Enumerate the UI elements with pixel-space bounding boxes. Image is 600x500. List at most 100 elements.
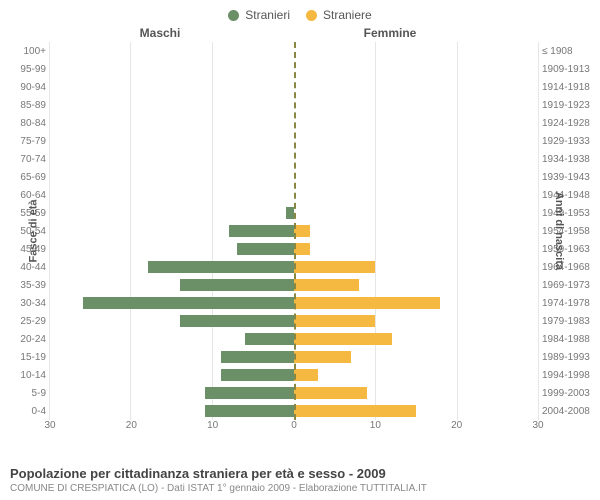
x-tick: 30 xyxy=(532,420,543,431)
birthyear-label: 2004-2008 xyxy=(538,402,600,420)
chart-title: Popolazione per cittadinanza straniera p… xyxy=(10,466,590,481)
bar-row-male xyxy=(50,240,294,258)
birthyear-label: 1929-1933 xyxy=(538,132,600,150)
bar-male xyxy=(180,315,294,328)
age-label: 85-89 xyxy=(0,96,50,114)
bar-row-female xyxy=(294,348,538,366)
age-label: 30-34 xyxy=(0,294,50,312)
bar-female xyxy=(294,351,351,364)
chart-container: Stranieri Straniere Maschi Femmine Fasce… xyxy=(0,0,600,500)
x-tick: 10 xyxy=(370,420,381,431)
bar-male xyxy=(205,405,294,418)
bar-row-female xyxy=(294,204,538,222)
bar-row-female xyxy=(294,150,538,168)
bar-row-male xyxy=(50,222,294,240)
bar-row-female xyxy=(294,366,538,384)
bar-female xyxy=(294,387,367,400)
bar-row-female xyxy=(294,132,538,150)
bar-female xyxy=(294,225,310,238)
column-titles: Maschi Femmine xyxy=(0,26,600,40)
age-label: 70-74 xyxy=(0,150,50,168)
age-label: 0-4 xyxy=(0,402,50,420)
bar-female xyxy=(294,405,416,418)
bar-row-female xyxy=(294,402,538,420)
birthyear-label: 1979-1983 xyxy=(538,312,600,330)
birthyear-label: 1984-1988 xyxy=(538,330,600,348)
age-label: 45-49 xyxy=(0,240,50,258)
plot xyxy=(50,42,538,420)
bar-male xyxy=(83,297,294,310)
birthyear-label: 1989-1993 xyxy=(538,348,600,366)
bar-male xyxy=(180,279,294,292)
footer: Popolazione per cittadinanza straniera p… xyxy=(10,466,590,494)
bar-female xyxy=(294,369,318,382)
bar-row-male xyxy=(50,312,294,330)
birthyear-label: 1959-1963 xyxy=(538,240,600,258)
birthyear-label: ≤ 1908 xyxy=(538,42,600,60)
bar-male xyxy=(286,207,294,220)
age-label: 50-54 xyxy=(0,222,50,240)
x-tick: 20 xyxy=(126,420,137,431)
x-tick: 0 xyxy=(291,420,297,431)
legend-label-female: Straniere xyxy=(323,8,372,22)
age-label: 100+ xyxy=(0,42,50,60)
age-label: 5-9 xyxy=(0,384,50,402)
bar-male xyxy=(245,333,294,346)
bar-row-male xyxy=(50,186,294,204)
birthyear-label: 1954-1958 xyxy=(538,222,600,240)
bar-row-male xyxy=(50,402,294,420)
bar-male xyxy=(237,243,294,256)
legend-label-male: Stranieri xyxy=(245,8,290,22)
x-tick: 10 xyxy=(207,420,218,431)
bar-male xyxy=(148,261,294,274)
bar-row-female xyxy=(294,168,538,186)
birthyear-label: 1974-1978 xyxy=(538,294,600,312)
bar-row-male xyxy=(50,132,294,150)
bar-row-female xyxy=(294,294,538,312)
birthyear-label: 1944-1948 xyxy=(538,186,600,204)
bar-row-female xyxy=(294,114,538,132)
age-label: 40-44 xyxy=(0,258,50,276)
bar-female xyxy=(294,333,392,346)
x-tick: 20 xyxy=(451,420,462,431)
bar-row-male xyxy=(50,258,294,276)
birthyear-label: 1964-1968 xyxy=(538,258,600,276)
age-label: 15-19 xyxy=(0,348,50,366)
birthyear-label: 1909-1913 xyxy=(538,60,600,78)
age-label: 90-94 xyxy=(0,78,50,96)
y-labels-birthyear: ≤ 19081909-19131914-19181919-19231924-19… xyxy=(538,42,600,420)
bar-row-female xyxy=(294,276,538,294)
age-label: 35-39 xyxy=(0,276,50,294)
bar-row-male xyxy=(50,150,294,168)
chart-subtitle: COMUNE DI CRESPIATICA (LO) - Dati ISTAT … xyxy=(10,483,590,494)
bar-row-female xyxy=(294,78,538,96)
birthyear-label: 1914-1918 xyxy=(538,78,600,96)
bar-female xyxy=(294,297,440,310)
age-label: 60-64 xyxy=(0,186,50,204)
bar-row-female xyxy=(294,258,538,276)
bar-row-female xyxy=(294,240,538,258)
plot-half-female xyxy=(294,42,538,420)
legend-swatch-male xyxy=(228,10,239,21)
bar-row-male xyxy=(50,204,294,222)
x-axis: 3020100102030 xyxy=(50,420,538,436)
birthyear-label: 1994-1998 xyxy=(538,366,600,384)
bar-row-female xyxy=(294,186,538,204)
age-label: 20-24 xyxy=(0,330,50,348)
birthyear-label: 1969-1973 xyxy=(538,276,600,294)
birthyear-label: 1934-1938 xyxy=(538,150,600,168)
bar-male xyxy=(229,225,294,238)
gridline xyxy=(538,42,539,420)
bar-row-male xyxy=(50,78,294,96)
legend-item-male: Stranieri xyxy=(228,8,290,22)
bar-male xyxy=(221,369,294,382)
age-label: 10-14 xyxy=(0,366,50,384)
bar-female xyxy=(294,279,359,292)
chart-area: Fasce di età Anni di nascita 100+95-9990… xyxy=(0,42,600,420)
age-label: 25-29 xyxy=(0,312,50,330)
bar-row-male xyxy=(50,366,294,384)
bar-row-male xyxy=(50,96,294,114)
birthyear-label: 1949-1953 xyxy=(538,204,600,222)
bar-male xyxy=(205,387,294,400)
bar-row-male xyxy=(50,276,294,294)
